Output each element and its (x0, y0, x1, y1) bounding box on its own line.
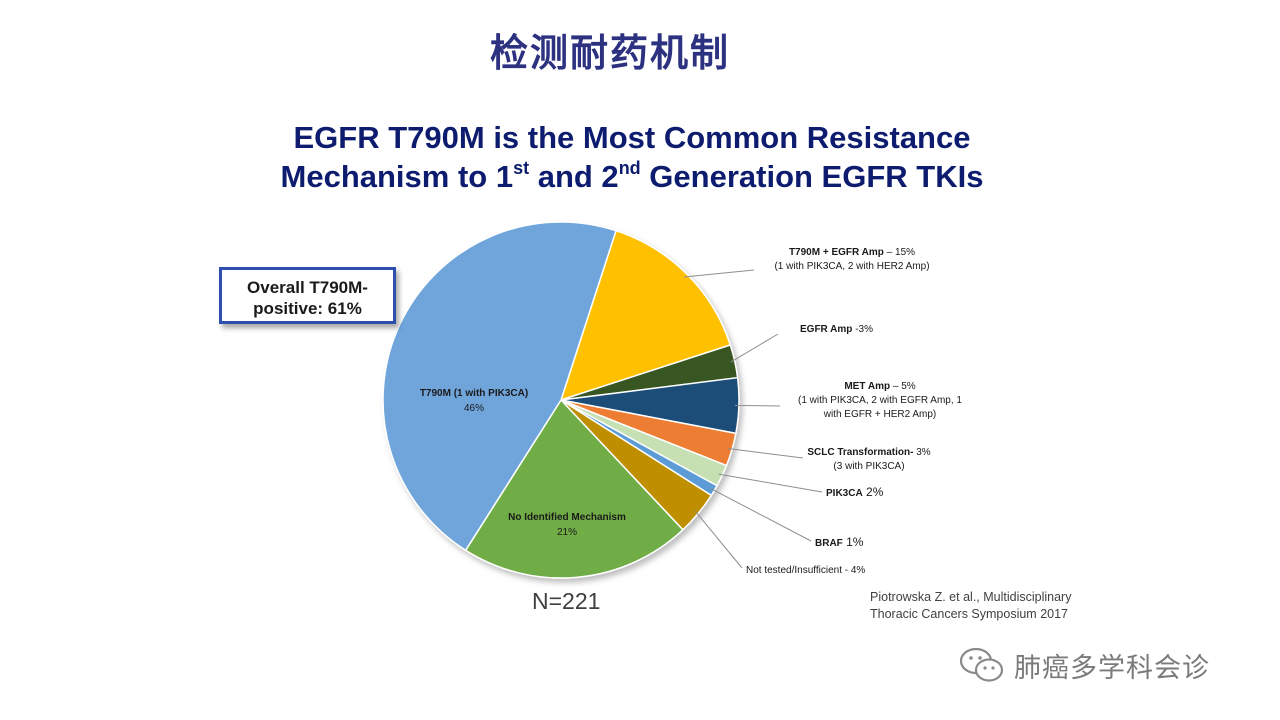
slide-title-line2: Mechanism to 1st and 2nd Generation EGFR… (0, 157, 1264, 196)
callout-line1: Overall T790M- (247, 278, 368, 297)
leader-line-braf (710, 488, 812, 542)
slide-title-line2-part-a: Mechanism to 1 (280, 159, 514, 194)
leader-line-sclc (728, 448, 804, 459)
slice-label-pik3ca: PIK3CA 2% (826, 485, 884, 499)
slice-sublabel-met-amp: with EGFR + HER2 Amp) (823, 409, 937, 420)
slide-title-line2-part-c: Generation EGFR TKIs (640, 159, 984, 194)
watermark-text: 肺癌多学科会诊 (1014, 652, 1210, 684)
slide-title-superscript-nd: nd (618, 158, 641, 178)
pie-slice-no-identified (464, 398, 684, 579)
leader-line-not-tested (694, 510, 743, 569)
page-title: 检测耐药机制 (489, 31, 730, 75)
slide-title-superscript-st: st (513, 158, 530, 178)
slide-title-line2-part-b: and 2 (529, 159, 619, 194)
slice-label-met-amp: MET Amp – 5% (844, 381, 915, 392)
slice-label-t790m-egfr-amp: T790M + EGFR Amp – 15% (789, 247, 915, 258)
leader-line-pik3ca (718, 473, 823, 493)
slice-label-t790m: T790M (1 with PIK3CA) (420, 388, 528, 399)
pie-slice-t790m (382, 221, 617, 552)
citation-line2: Thoracic Cancers Symposium 2017 (870, 607, 1068, 621)
slide-title: EGFR T790M is the Most Common Resistance… (0, 118, 1264, 196)
citation-line1: Piotrowska Z. et al., Multidisciplinary (870, 590, 1072, 604)
callout-line2: positive: 61% (253, 299, 362, 318)
slice-sublabel-sclc: (3 with PIK3CA) (833, 461, 904, 472)
pie-slice-t790m-egfr-amp (559, 229, 732, 402)
slice-label-sclc: SCLC Transformation- 3% (807, 447, 930, 458)
slice-label-egfr-amp: EGFR Amp -3% (800, 324, 873, 335)
leader-line-egfr-amp (730, 333, 779, 363)
slice-sublabel-met-amp: (1 with PIK3CA, 2 with EGFR Amp, 1 (798, 395, 962, 406)
wechat-icon (959, 647, 1004, 682)
watermark: 肺癌多学科会诊 (958, 645, 1210, 685)
leader-line-met-amp (734, 404, 781, 407)
slice-label-not-tested: Not tested/Insufficient - 4% (746, 565, 865, 576)
slice-value-t790m: 46% (464, 403, 484, 414)
slice-value-no-identified: 21% (557, 527, 577, 538)
citation: Piotrowska Z. et al., Multidisciplinary … (870, 589, 1071, 623)
overall-t790m-callout: Overall T790M- positive: 61% (219, 267, 396, 324)
leader-lines (683, 269, 823, 569)
sample-size-label: N=221 (532, 588, 601, 614)
slice-label-no-identified: No Identified Mechanism (508, 512, 626, 523)
pie-slices (382, 221, 740, 579)
slice-label-braf: BRAF 1% (815, 535, 864, 549)
slide-title-line1: EGFR T790M is the Most Common Resistance (293, 120, 971, 155)
slice-labels: T790M + EGFR Amp – 15% (1 with PIK3CA, 2 … (420, 247, 963, 576)
slice-sublabel-t790m-egfr-amp: (1 with PIK3CA, 2 with HER2 Amp) (774, 261, 929, 272)
leader-line-t790m-egfr-amp (683, 269, 755, 278)
